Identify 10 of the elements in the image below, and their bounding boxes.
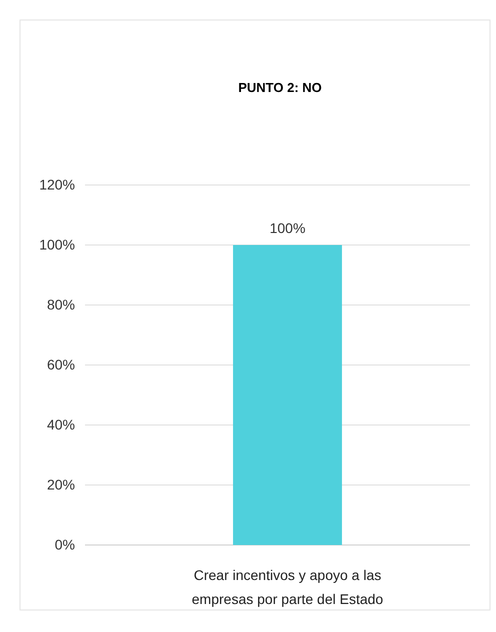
data-label: 100% bbox=[270, 220, 306, 236]
y-tick-label: 20% bbox=[46, 476, 75, 492]
x-tick-label: Crear incentivos y apoyo a las empresas por parte del Estado bbox=[192, 567, 384, 607]
y-tick-label: 120% bbox=[39, 176, 75, 192]
y-tick-label: 80% bbox=[46, 296, 75, 312]
y-tick-label: 60% bbox=[46, 356, 75, 372]
y-tick-label: 100% bbox=[39, 236, 75, 252]
y-tick-label: 40% bbox=[46, 416, 75, 432]
y-tick-label: 0% bbox=[54, 536, 75, 552]
chart-title: PUNTO 2: NO bbox=[238, 80, 322, 95]
